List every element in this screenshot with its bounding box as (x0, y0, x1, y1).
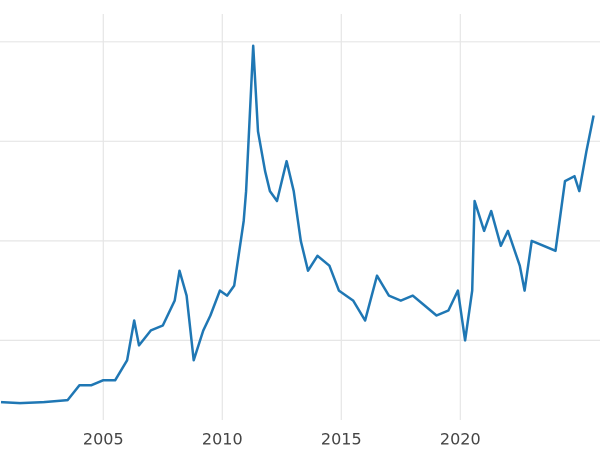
x-tick-label: 2005 (83, 430, 124, 449)
x-tick-label: 2020 (440, 430, 481, 449)
line (0, 44, 595, 405)
x-tick-label: 2010 (202, 430, 243, 449)
x-tick-label: 2015 (321, 430, 362, 449)
